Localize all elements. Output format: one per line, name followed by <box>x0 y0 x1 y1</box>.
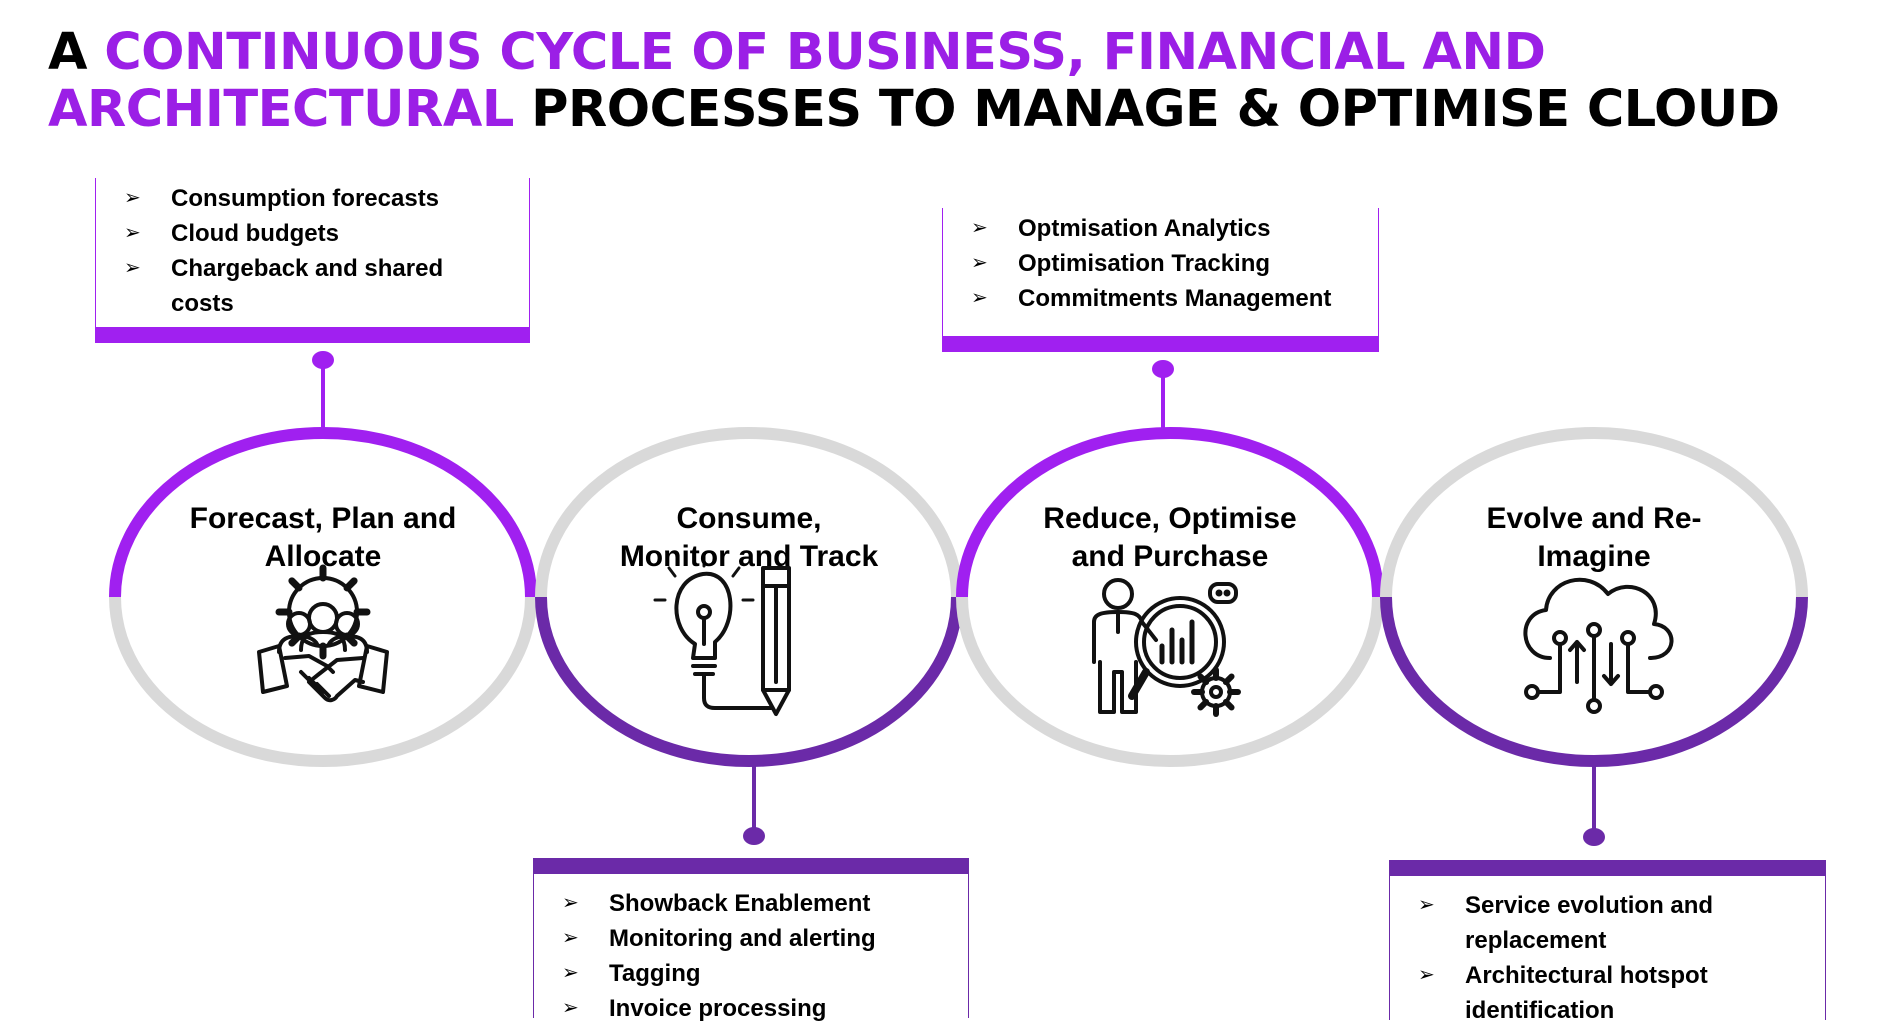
box-accent-bar <box>943 336 1378 352</box>
ring-top-arc <box>1380 427 1808 598</box>
stage-label-line: Evolve and Re- <box>1486 502 1702 535</box>
list-item-text: Cloud budgets <box>171 220 339 247</box>
list-item: ➢ Showback Enablement <box>534 886 968 921</box>
connector-dot <box>1152 360 1174 378</box>
connector-2 <box>743 759 765 845</box>
detail-list: ➢ Consumption forecasts ➢ Cloud budgets ➢ Cha… <box>96 181 529 321</box>
connector-3 <box>1152 360 1174 435</box>
list-item: ➢ Architectural hotspot identification <box>1390 958 1825 1028</box>
list-item: ➢ Cloud budgets <box>96 216 529 251</box>
list-item: ➢ Chargeback and shared costs <box>96 251 529 321</box>
stage-label-line: Forecast, Plan and <box>189 502 457 535</box>
title-line-2: ARCHITECTURAL PROCESSES TO MANAGE & OPTI… <box>48 81 1780 138</box>
ring-bottom-arc <box>109 596 537 767</box>
bullet-arrow-icon: ➢ <box>971 287 988 309</box>
list-item: ➢ Optimisation Tracking <box>943 246 1378 281</box>
page-title: A CONTINUOUS CYCLE OF BUSINESS, FINANCIA… <box>48 24 1780 138</box>
stage-ring-3 <box>956 427 1384 767</box>
list-item-text: Tagging <box>609 960 701 987</box>
list-item-text: identification <box>1465 997 1615 1024</box>
list-item: ➢ Commitments Management <box>943 281 1378 316</box>
list-item-text: Monitoring and alerting <box>609 925 876 952</box>
ring-top-arc <box>535 427 963 598</box>
bullet-arrow-icon: ➢ <box>562 997 579 1019</box>
bullet-arrow-icon: ➢ <box>562 892 579 914</box>
detail-list: ➢ Service evolution and replacement ➢ Archit… <box>1390 888 1825 1028</box>
stage-ring-2 <box>535 427 963 767</box>
bullet-arrow-icon: ➢ <box>124 257 141 279</box>
list-item-text: Chargeback and shared <box>171 255 444 282</box>
stage-label-1: Forecast, Plan and Allocate <box>153 500 493 576</box>
bullet-arrow-icon: ➢ <box>971 217 988 239</box>
list-item-text: costs <box>171 290 234 317</box>
detail-list: ➢ Optmisation Analytics ➢ Optimisation Trac… <box>943 211 1378 316</box>
lightbulb-pencil-icon <box>653 554 791 716</box>
list-item: ➢ Optmisation Analytics <box>943 211 1378 246</box>
title-line-1: A CONTINUOUS CYCLE OF BUSINESS, FINANCIA… <box>48 24 1780 81</box>
bullet-arrow-icon: ➢ <box>971 252 988 274</box>
list-item: ➢ Invoice processing <box>534 991 968 1026</box>
detail-box-2: ➢ Showback Enablement ➢ Monitoring and aler… <box>533 858 969 1022</box>
stage-label-line: Imagine <box>1537 540 1651 573</box>
connector-1 <box>312 351 334 435</box>
stage-label-line: Consume, <box>676 502 822 535</box>
stage-label-line: Reduce, Optimise <box>1043 502 1297 535</box>
handshake-people-gear-icon <box>257 564 389 703</box>
title-prefix: A <box>48 23 105 82</box>
stage-label-line: and Purchase <box>1071 540 1269 573</box>
list-item-text: Commitments Management <box>1018 285 1332 312</box>
ring-top-arc <box>956 427 1384 598</box>
bullet-arrow-icon: ➢ <box>1418 964 1435 986</box>
connector-dot <box>312 351 334 369</box>
ring-bottom-arc <box>535 596 963 767</box>
list-item: ➢ Consumption forecasts <box>96 181 529 216</box>
list-item-text: Consumption forecasts <box>171 185 440 212</box>
stage-ring-1 <box>109 427 537 767</box>
cloud-circuit-icon <box>1523 577 1674 714</box>
detail-list: ➢ Showback Enablement ➢ Monitoring and aler… <box>534 886 968 1026</box>
connector-dot <box>1583 828 1605 846</box>
connector-dot <box>743 827 765 845</box>
bullet-arrow-icon: ➢ <box>562 962 579 984</box>
title-rest: PROCESSES TO MANAGE & OPTIMISE CLOUD <box>513 80 1780 139</box>
box-accent-bar <box>1390 860 1825 876</box>
list-item-text: Service evolution and <box>1465 892 1714 919</box>
stage-label-line: Allocate <box>264 540 382 573</box>
title-accent-2: ARCHITECTURAL <box>48 80 514 139</box>
list-item: ➢ Monitoring and alerting <box>534 921 968 956</box>
detail-box-4: ➢ Service evolution and replacement ➢ Archit… <box>1389 860 1826 1024</box>
stage-label-4: Evolve and Re- Imagine <box>1424 500 1764 576</box>
bullet-arrow-icon: ➢ <box>124 187 141 209</box>
ring-bottom-arc <box>956 596 1384 767</box>
detail-box-1: ➢ Consumption forecasts ➢ Cloud budgets ➢ Cha… <box>95 178 530 343</box>
list-item-text: Invoice processing <box>609 995 827 1022</box>
connector-4 <box>1583 759 1605 846</box>
list-item-text: Architectural hotspot <box>1465 962 1708 989</box>
stage-label-2: Consume, Monitor and Track <box>579 500 919 576</box>
list-item-text: Showback Enablement <box>609 890 871 917</box>
list-item-text: replacement <box>1465 927 1607 954</box>
box-accent-bar <box>96 327 529 343</box>
title-accent: CONTINUOUS CYCLE OF BUSINESS, FINANCIAL … <box>104 23 1546 82</box>
list-item: ➢ Tagging <box>534 956 968 991</box>
stage-label-line: Monitor and Track <box>619 540 879 573</box>
list-item-text: Optimisation Tracking <box>1018 250 1271 277</box>
list-item: ➢ Service evolution and replacement <box>1390 888 1825 958</box>
detail-box-3: ➢ Optmisation Analytics ➢ Optimisation Trac… <box>942 208 1379 352</box>
bullet-arrow-icon: ➢ <box>562 927 579 949</box>
box-accent-bar <box>534 858 968 874</box>
bullet-arrow-icon: ➢ <box>1418 894 1435 916</box>
bullet-arrow-icon: ➢ <box>124 222 141 244</box>
analyst-magnifier-chart-icon <box>1092 578 1241 717</box>
stage-label-3: Reduce, Optimise and Purchase <box>1000 500 1340 576</box>
list-item-text: Optmisation Analytics <box>1018 215 1271 242</box>
